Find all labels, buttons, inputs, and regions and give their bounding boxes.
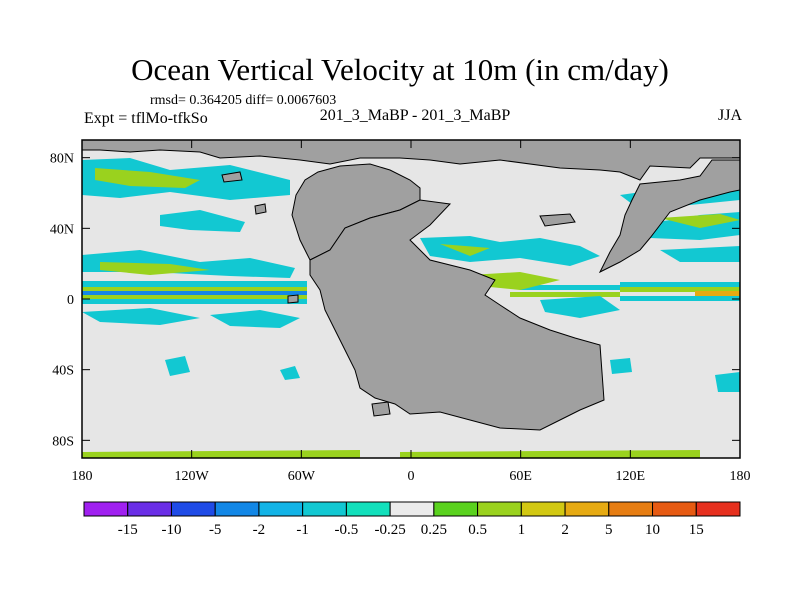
- small-island: [539, 213, 576, 227]
- x-tick-label: 60W: [288, 469, 316, 484]
- colorbar-label: -2: [253, 522, 266, 538]
- colorbar-label: 15: [689, 522, 704, 538]
- colorbar-label: -15: [118, 522, 138, 538]
- colorbar-label: -0.5: [335, 522, 359, 538]
- x-tick-label: 0: [408, 469, 415, 484]
- experiment-label: Expt = tflMo-tfkSo: [84, 110, 208, 127]
- colorbar-label: 2: [561, 522, 569, 538]
- small-island: [371, 401, 391, 417]
- field-patch: [620, 287, 740, 292]
- x-tick-label: 120W: [175, 469, 210, 484]
- colorbar-swatch: [608, 501, 654, 517]
- colorbar-swatch: [127, 501, 172, 517]
- field-patch: [82, 281, 307, 287]
- y-tick-label: 0: [67, 293, 74, 308]
- colorbar-swatch: [214, 501, 260, 517]
- y-tick-label: 80N: [50, 152, 74, 167]
- colorbar-swatch: [652, 501, 697, 517]
- field-patch: [620, 282, 740, 287]
- season-label: JJA: [717, 107, 742, 124]
- field-patch: [210, 310, 300, 328]
- field-patch: [695, 291, 740, 296]
- field-patch: [95, 168, 200, 188]
- y-tick-label: 40N: [50, 222, 74, 237]
- map-plot-area: [81, 139, 741, 459]
- central-continent: [309, 199, 605, 431]
- field-patch: [620, 296, 740, 301]
- small-island: [221, 171, 243, 183]
- field-patch: [165, 356, 190, 376]
- y-axis: 80N 40N 0 40S 80S: [50, 152, 740, 449]
- field-patch: [610, 358, 632, 374]
- colorbar-label: -0.25: [375, 522, 406, 538]
- small-island: [254, 203, 267, 215]
- field-patch: [520, 285, 620, 290]
- colorbar-label: 10: [645, 522, 660, 538]
- colorbar-swatch: [389, 501, 435, 517]
- field-patch: [82, 450, 360, 458]
- field-patch: [82, 299, 307, 304]
- y-tick-label: 80S: [52, 434, 74, 449]
- colorbar-swatch: [83, 501, 129, 517]
- colorbar-swatch: [170, 501, 216, 517]
- colorbar: -15 -10 -5 -2 -1 -0.5 -0.25 0.25 0.5 1 2 5 10 15: [83, 501, 741, 538]
- x-tick-label: 60E: [509, 469, 532, 484]
- colorbar-label: 5: [605, 522, 613, 538]
- x-tick-label: 180: [72, 469, 93, 484]
- colorbar-swatch: [695, 501, 741, 517]
- colorbar-label: 1: [518, 522, 526, 538]
- colorbar-label: -1: [296, 522, 309, 538]
- small-island: [287, 294, 299, 304]
- field-patch: [660, 214, 740, 228]
- x-tick-label: 120E: [616, 469, 646, 484]
- center-label: 201_3_MaBP - 201_3_MaBP: [319, 107, 511, 124]
- field-patch: [715, 372, 740, 392]
- field-patch: [82, 295, 307, 299]
- colorbar-swatch: [520, 501, 566, 517]
- colorbar-swatch: [433, 501, 479, 517]
- field-patch: [470, 272, 560, 290]
- colorbar-label: 0.25: [421, 522, 447, 538]
- field-patch: [420, 236, 600, 266]
- colorbar-label: 0.5: [468, 522, 487, 538]
- field-patch: [82, 287, 307, 291]
- colorbar-swatch: [258, 501, 304, 517]
- field-patch: [100, 262, 210, 275]
- field-patch: [540, 296, 620, 318]
- colorbar-label: -5: [209, 522, 222, 538]
- colorbar-swatch: [302, 501, 347, 517]
- arctic-land: [81, 139, 741, 181]
- field-patch: [440, 244, 490, 256]
- field-patch: [82, 308, 200, 325]
- y-tick-label: 40S: [52, 364, 74, 379]
- field-patch: [160, 210, 245, 232]
- x-axis: 180 120W 60W 0 60E 120E 180: [72, 140, 751, 484]
- field-patch: [280, 366, 300, 380]
- stats-line: rmsd= 0.364205 diff= 0.0067603: [150, 93, 337, 108]
- field-patch: [660, 246, 740, 262]
- land: [81, 139, 741, 431]
- colorbar-swatch: [477, 501, 522, 517]
- colorbar-label: -10: [161, 522, 181, 538]
- colorbar-swatch: [564, 501, 610, 517]
- field-patch: [510, 292, 620, 297]
- field-patch: [400, 450, 700, 458]
- colorbar-swatch: [345, 501, 391, 517]
- x-tick-label: 180: [730, 469, 751, 484]
- velocity-field: [82, 158, 740, 458]
- map-title: Ocean Vertical Velocity at 10m (in cm/da…: [131, 52, 669, 87]
- field-patch: [82, 291, 307, 295]
